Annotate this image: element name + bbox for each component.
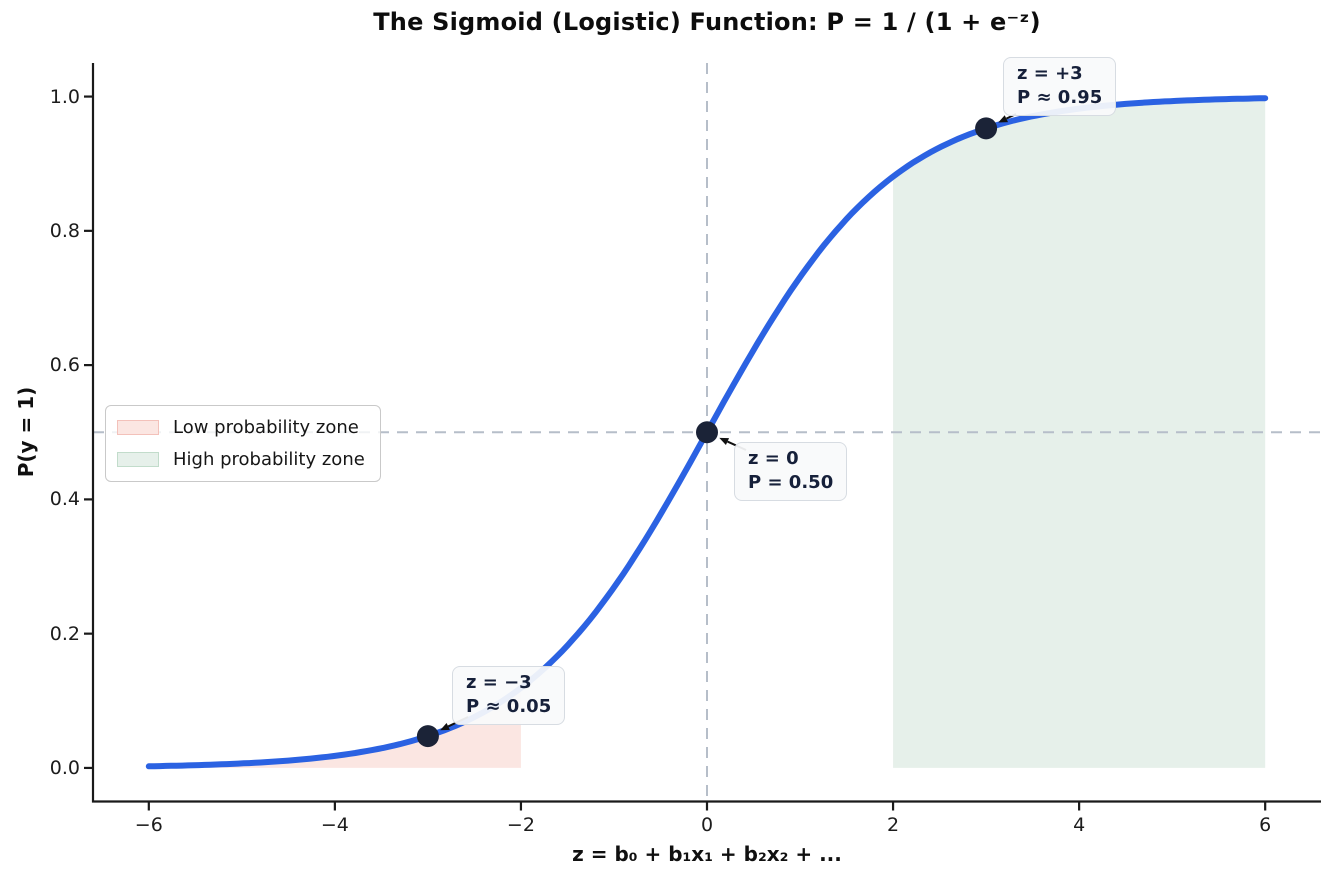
data-point-z-3 [416,725,439,748]
legend-item: Low probability zone [117,415,365,440]
x-tick-label: −6 [134,814,163,836]
x-tick-label: 0 [700,814,714,836]
legend-item: High probability zone [117,447,365,472]
y-tick-label: 0.0 [49,756,80,779]
annotation-z-zero: z = 0 P = 0.50 [734,442,848,501]
x-tick-label: 6 [1259,814,1272,836]
chart-title: The Sigmoid (Logistic) Function: P = 1 /… [373,8,1041,36]
x-tick-label: 4 [1073,814,1086,836]
y-tick-label: 0.2 [49,622,80,645]
annotation-line: P ≈ 0.95 [1017,86,1103,108]
legend: Low probability zone High probability zon… [105,405,381,482]
annotation-line: P = 0.50 [748,471,834,493]
x-tick-label: −2 [506,814,535,836]
annotation-z-neg3: z = −3 P ≈ 0.05 [452,666,566,725]
legend-swatch [117,452,159,467]
x-axis-label: z = b₀ + b₁x₁ + b₂x₂ + ... [572,842,842,866]
annotation-z-pos3: z = +3 P ≈ 0.95 [1003,57,1117,116]
x-tick-label: 2 [887,814,900,836]
legend-label: High probability zone [173,449,365,470]
legend-swatch [117,420,159,435]
high-probability-zone [893,98,1266,768]
y-tick-label: 0.4 [49,488,80,511]
annotation-line: z = +3 [1017,63,1083,84]
data-point-z3 [975,117,998,140]
y-tick-label: 0.8 [49,219,80,242]
low-probability-zone [148,687,521,768]
x-tick-label: −4 [320,814,349,836]
legend-label: Low probability zone [173,417,359,438]
annotation-arrow-head [719,437,730,446]
annotation-line: P ≈ 0.05 [466,695,552,717]
y-tick-label: 0.6 [49,354,80,377]
y-tick-label: 1.0 [49,85,80,108]
annotation-arrow-head [440,722,450,731]
annotation-arrow-head [998,115,1009,123]
annotation-line: z = −3 [466,672,532,693]
data-point-z0 [696,421,718,444]
annotation-line: z = 0 [748,448,799,469]
